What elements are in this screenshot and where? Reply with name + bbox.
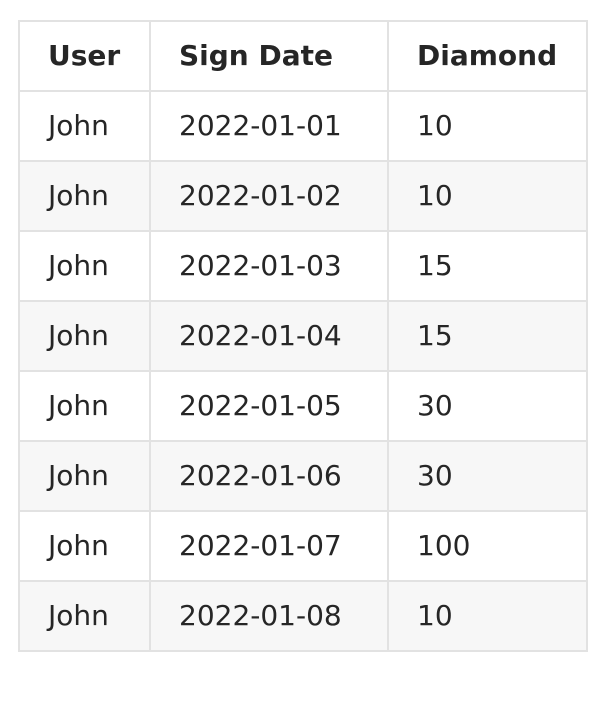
cell-user: John bbox=[18, 440, 151, 512]
table-row: John 2022-01-06 30 bbox=[18, 440, 588, 512]
table-row: John 2022-01-08 10 bbox=[18, 580, 588, 652]
cell-user: John bbox=[18, 230, 151, 302]
cell-diamond: 100 bbox=[387, 510, 588, 582]
cell-diamond: 10 bbox=[387, 90, 588, 162]
table-row: John 2022-01-01 10 bbox=[18, 90, 588, 162]
cell-sign-date: 2022-01-04 bbox=[149, 300, 389, 372]
cell-user: John bbox=[18, 370, 151, 442]
cell-sign-date: 2022-01-07 bbox=[149, 510, 389, 582]
cell-user: John bbox=[18, 510, 151, 582]
cell-user: John bbox=[18, 160, 151, 232]
cell-user: John bbox=[18, 90, 151, 162]
column-header-diamond[interactable]: Diamond bbox=[387, 20, 588, 92]
cell-user: John bbox=[18, 300, 151, 372]
cell-sign-date: 2022-01-08 bbox=[149, 580, 389, 652]
cell-diamond: 30 bbox=[387, 440, 588, 512]
table-row: John 2022-01-02 10 bbox=[18, 160, 588, 232]
cell-sign-date: 2022-01-01 bbox=[149, 90, 389, 162]
cell-sign-date: 2022-01-05 bbox=[149, 370, 389, 442]
data-table: User Sign Date Diamond John 2022-01-01 1… bbox=[18, 20, 588, 652]
cell-diamond: 15 bbox=[387, 230, 588, 302]
table-row: John 2022-01-07 100 bbox=[18, 510, 588, 582]
column-header-sign-date[interactable]: Sign Date bbox=[149, 20, 389, 92]
cell-diamond: 10 bbox=[387, 160, 588, 232]
table-row: John 2022-01-04 15 bbox=[18, 300, 588, 372]
cell-sign-date: 2022-01-02 bbox=[149, 160, 389, 232]
cell-sign-date: 2022-01-06 bbox=[149, 440, 389, 512]
cell-diamond: 15 bbox=[387, 300, 588, 372]
table-header-row: User Sign Date Diamond bbox=[18, 20, 588, 92]
table-row: John 2022-01-03 15 bbox=[18, 230, 588, 302]
table-row: John 2022-01-05 30 bbox=[18, 370, 588, 442]
cell-sign-date: 2022-01-03 bbox=[149, 230, 389, 302]
cell-user: John bbox=[18, 580, 151, 652]
cell-diamond: 30 bbox=[387, 370, 588, 442]
cell-diamond: 10 bbox=[387, 580, 588, 652]
column-header-user[interactable]: User bbox=[18, 20, 151, 92]
data-table-container: User Sign Date Diamond John 2022-01-01 1… bbox=[18, 20, 588, 652]
